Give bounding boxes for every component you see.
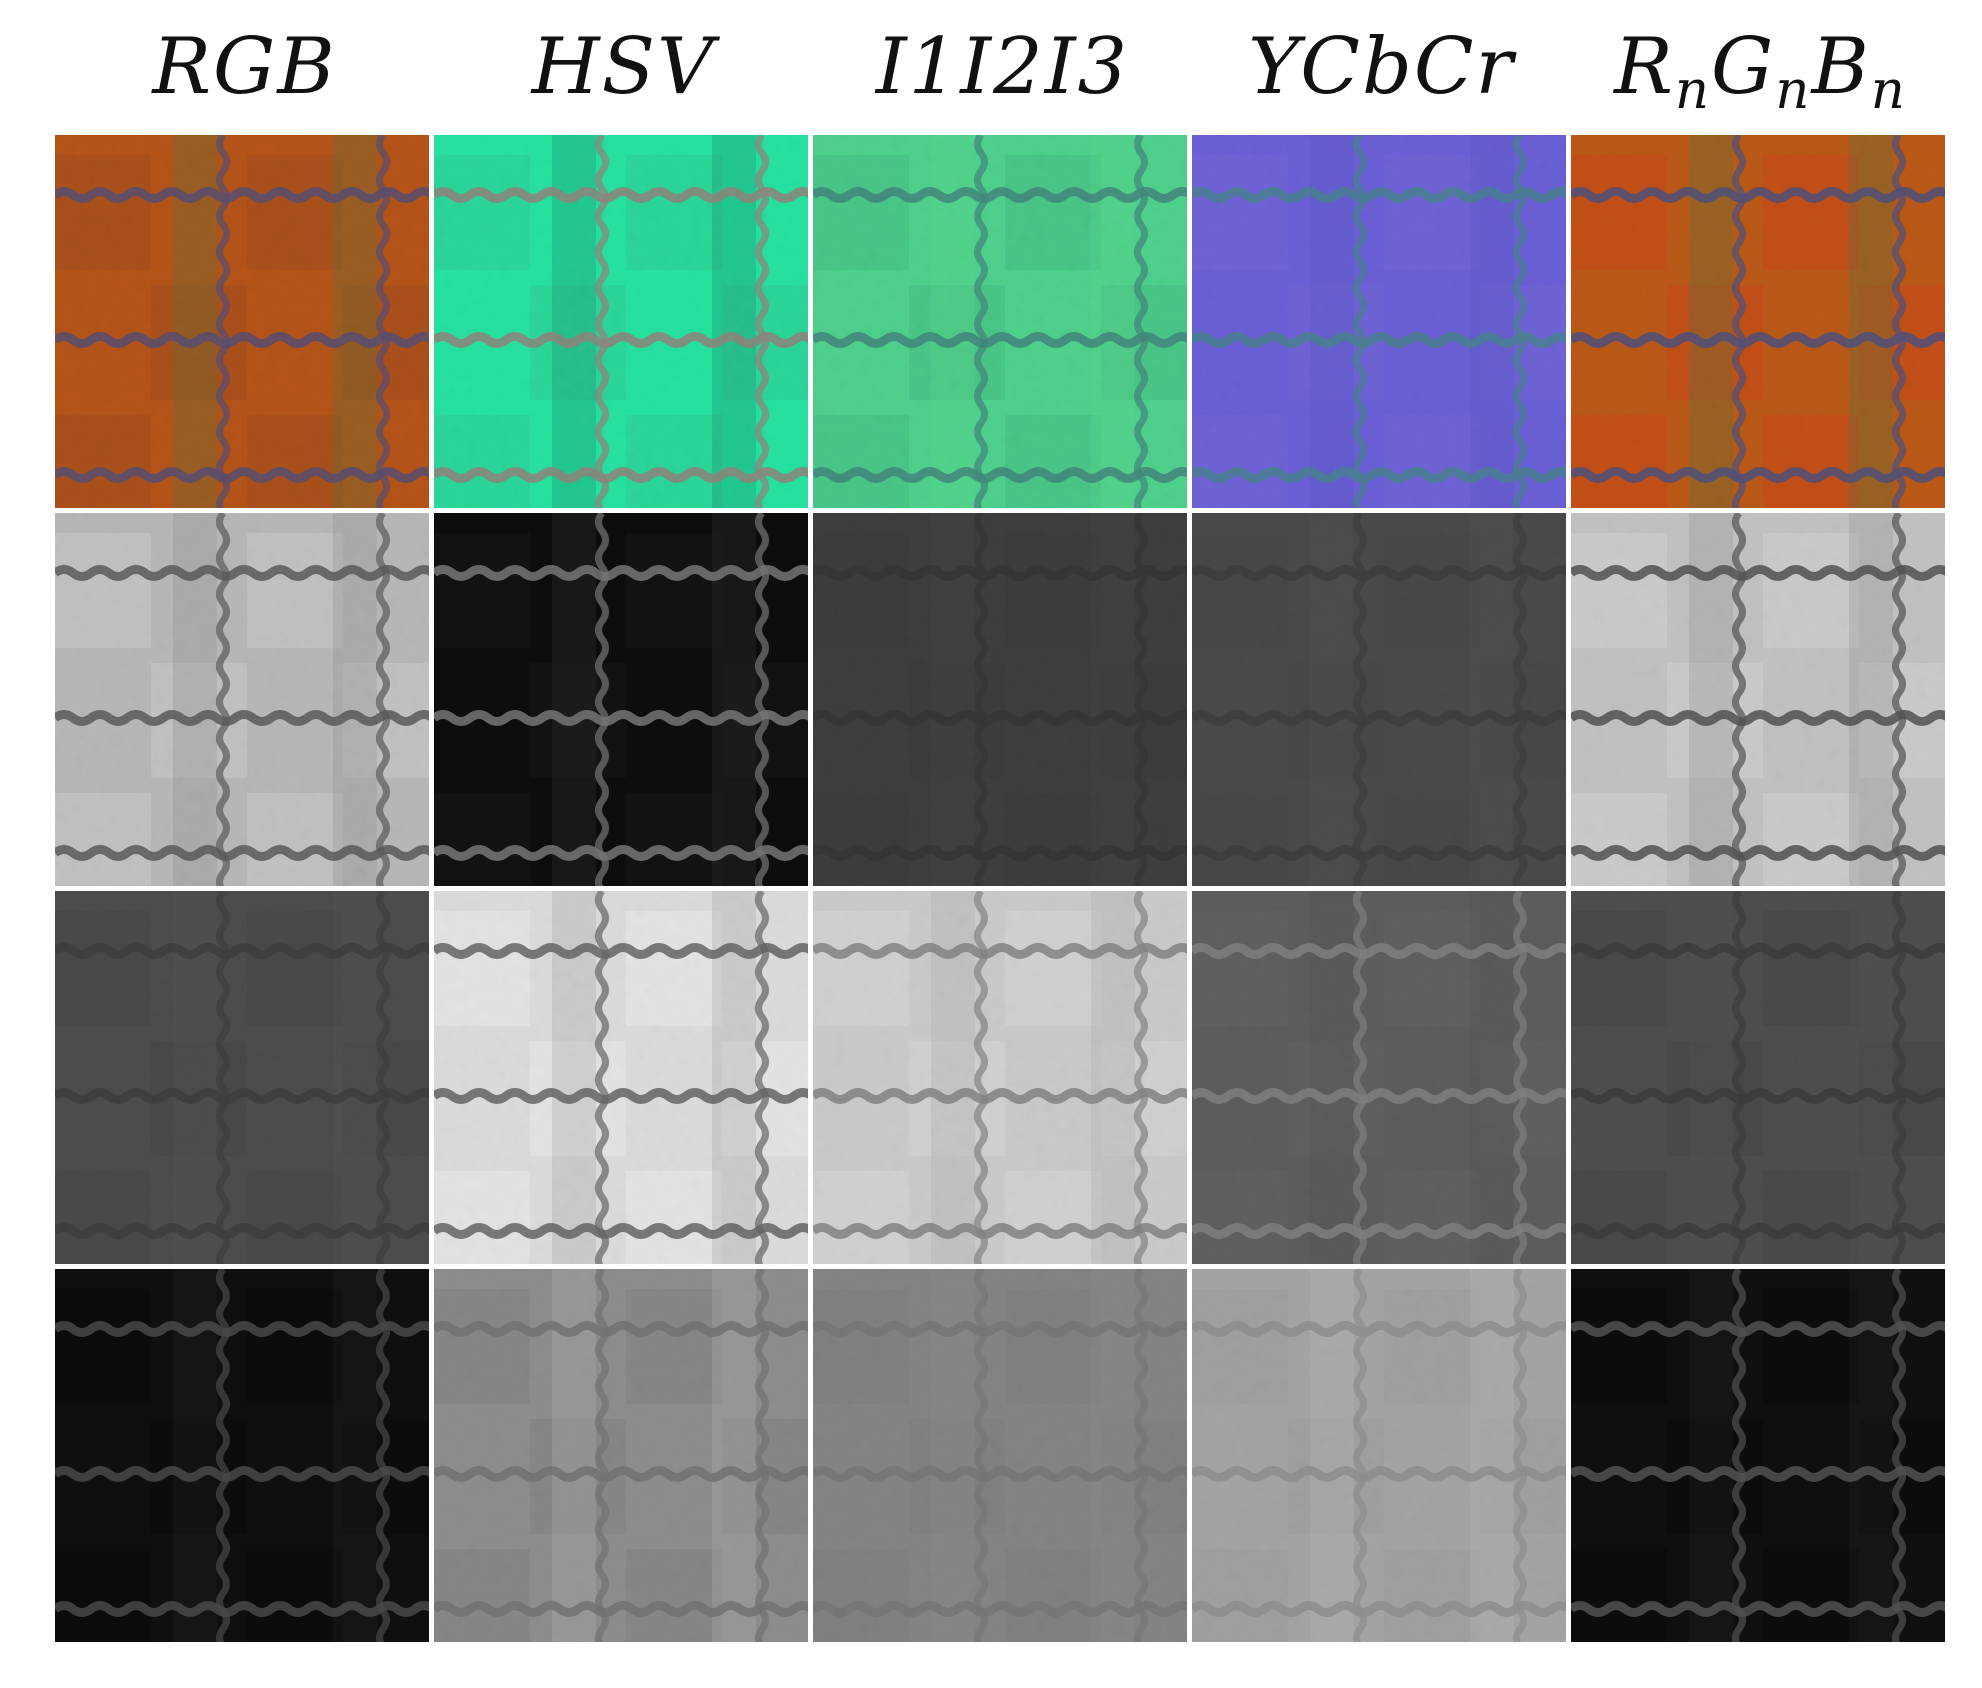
- texture-image-row1-ycbcr: [1192, 135, 1566, 508]
- texture-image-row2-rgb: [55, 513, 429, 886]
- texture-image-row1-rngnbn: [1571, 135, 1945, 508]
- label-b: B: [1811, 22, 1871, 112]
- texture-image-row4-hsv: [434, 1269, 808, 1642]
- column-header-hsv: HSV: [531, 22, 716, 112]
- texture-image-row3-hsv: [434, 891, 808, 1264]
- column-headers: RGB HSV I1I2I3 YCbCr RnGnBn: [0, 0, 1982, 135]
- texture-image-row3-rngnbn: [1571, 891, 1945, 1264]
- column-header-rngnbn: RnGnBn: [1571, 28, 1950, 117]
- label-b-subscript: n: [1870, 58, 1907, 121]
- texture-image-row3-rgb: [55, 891, 429, 1264]
- texture-image-row1-i1i2i3: [813, 135, 1187, 508]
- column-header-ycbcr: YCbCr: [1248, 22, 1515, 112]
- texture-image-row2-hsv: [434, 513, 808, 886]
- texture-image-row1-rgb: [55, 135, 429, 508]
- texture-image-row2-rngnbn: [1571, 513, 1945, 886]
- texture-image-row3-i1i2i3: [813, 891, 1187, 1264]
- column-header-i1i2i3: I1I2I3: [875, 22, 1130, 112]
- column-header-rgb: RGB: [152, 22, 337, 112]
- label-g-subscript: n: [1775, 58, 1812, 121]
- channel-image-grid: [55, 135, 1945, 1642]
- texture-image-row2-i1i2i3: [813, 513, 1187, 886]
- texture-image-row4-rngnbn: [1571, 1269, 1945, 1642]
- texture-image-row4-rgb: [55, 1269, 429, 1642]
- label-r-subscript: n: [1674, 58, 1711, 121]
- label-g: G: [1710, 22, 1776, 112]
- texture-image-row4-i1i2i3: [813, 1269, 1187, 1642]
- label-r: R: [1614, 22, 1675, 112]
- texture-image-row1-hsv: [434, 135, 808, 508]
- texture-image-row3-ycbcr: [1192, 891, 1566, 1264]
- texture-image-row4-ycbcr: [1192, 1269, 1566, 1642]
- texture-image-row2-ycbcr: [1192, 513, 1566, 886]
